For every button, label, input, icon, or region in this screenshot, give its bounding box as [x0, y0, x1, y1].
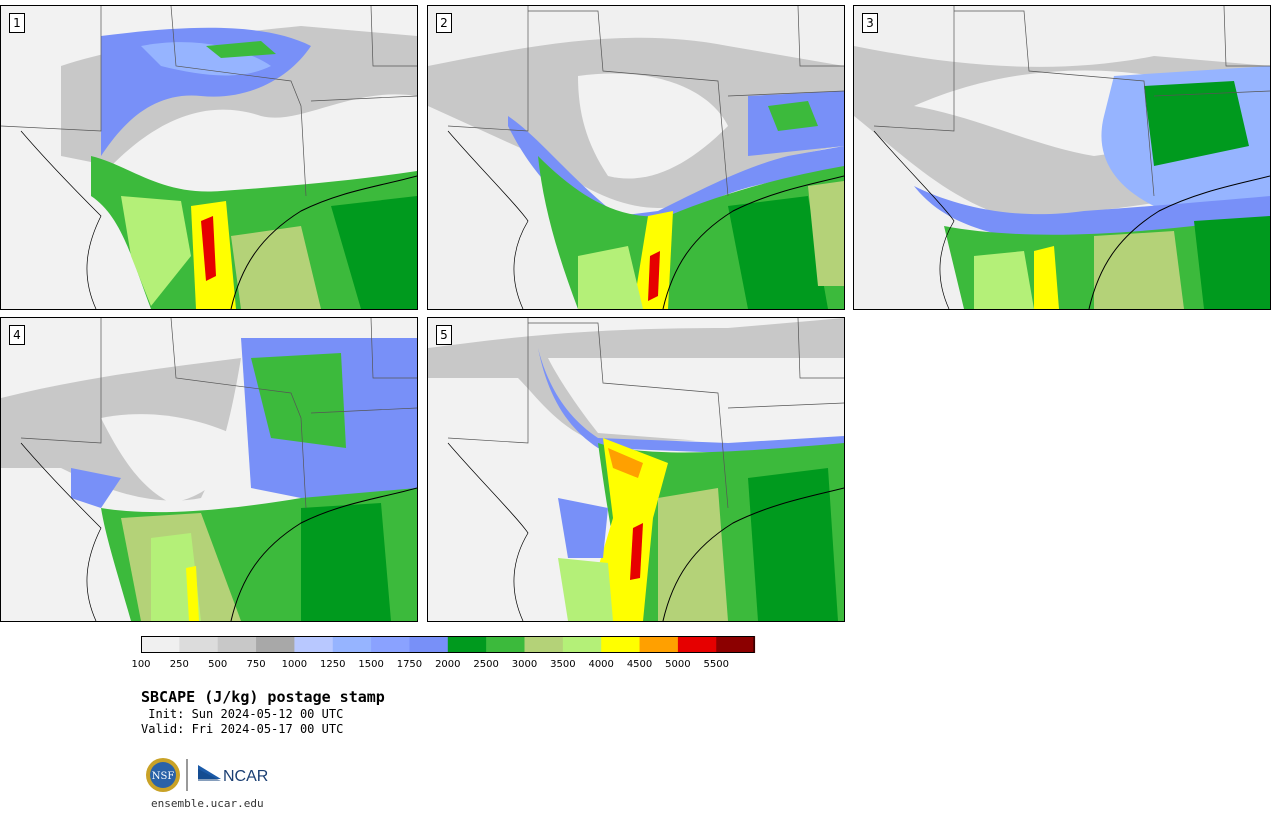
- panel-number: 1: [9, 13, 25, 33]
- nsf-logo-text: NSF: [152, 771, 175, 782]
- plot-title: SBCAPE (J/kg) postage stamp: [141, 688, 385, 706]
- sbcape-map: [1, 318, 417, 621]
- colorbar-tick-label: 3500: [550, 659, 576, 670]
- colorbar-tick-label: 4500: [626, 659, 653, 670]
- colorbar-tick-label: 3000: [511, 659, 538, 670]
- colorbar-tick-label: 1750: [396, 659, 423, 670]
- colorbar-tick-label: 5500: [703, 659, 729, 670]
- sbcape-map: [428, 318, 844, 621]
- ncar-logo-text: NCAR: [223, 768, 268, 785]
- ensemble-member-panel-4: 4: [0, 317, 418, 622]
- colorbar-segment: [601, 636, 641, 653]
- colorbar-tick-label: 5000: [665, 659, 691, 670]
- colorbar-tick-label: 100: [131, 659, 151, 670]
- colorbar-tick-label: 2000: [435, 659, 461, 670]
- colorbar-tick-label: 1250: [320, 659, 346, 670]
- panel-number: 3: [862, 13, 878, 33]
- colorbar-segment: [639, 636, 679, 653]
- colorbar: [141, 636, 756, 653]
- sbcape-map: [1, 6, 417, 309]
- colorbar-segment: [371, 636, 410, 653]
- colorbar-tick-label: 4000: [588, 659, 614, 670]
- colorbar-segment: [409, 636, 449, 653]
- colorbar-tick-label: 750: [246, 659, 266, 670]
- colorbar-border: [141, 636, 755, 653]
- panel-number: 5: [436, 325, 452, 345]
- colorbar-segment: [524, 636, 564, 653]
- colorbar-segment: [332, 636, 372, 653]
- colorbar-segment: [562, 636, 602, 653]
- sbcape-map: [428, 6, 844, 309]
- logos: NSF NCAR: [145, 757, 275, 797]
- colorbar-segment: [716, 636, 756, 653]
- colorbar-tick-label: 500: [208, 659, 228, 670]
- colorbar-segment: [141, 636, 180, 653]
- colorbar-tick-label: 2500: [473, 659, 499, 670]
- colorbar-segment: [294, 636, 334, 653]
- colorbar-tick-label: 1000: [281, 659, 308, 670]
- panel-number: 2: [436, 13, 452, 33]
- colorbar-segment: [447, 636, 487, 653]
- colorbar-segment: [217, 636, 257, 653]
- init-time: Init: Sun 2024-05-12 00 UTC: [141, 707, 344, 721]
- valid-time: Valid: Fri 2024-05-17 00 UTC: [141, 722, 344, 736]
- website-link[interactable]: ensemble.ucar.edu: [151, 797, 264, 810]
- ncar-logo: NCAR: [198, 765, 268, 785]
- panel-number: 4: [9, 325, 25, 345]
- colorbar-segment: [486, 636, 525, 653]
- colorbar-segment: [256, 636, 295, 653]
- colorbar-tick-label: 250: [169, 659, 189, 670]
- nsf-logo: NSF: [146, 758, 180, 792]
- sbcape-map: [854, 6, 1270, 309]
- ensemble-member-panel-5: 5: [427, 317, 845, 622]
- colorbar-segment: [179, 636, 219, 653]
- ensemble-member-panel-1: 1: [0, 5, 418, 310]
- colorbar-tick-label: 1500: [358, 659, 384, 670]
- ensemble-member-panel-3: 3: [853, 5, 1271, 310]
- ensemble-member-panel-2: 2: [427, 5, 845, 310]
- colorbar-segment: [677, 636, 717, 653]
